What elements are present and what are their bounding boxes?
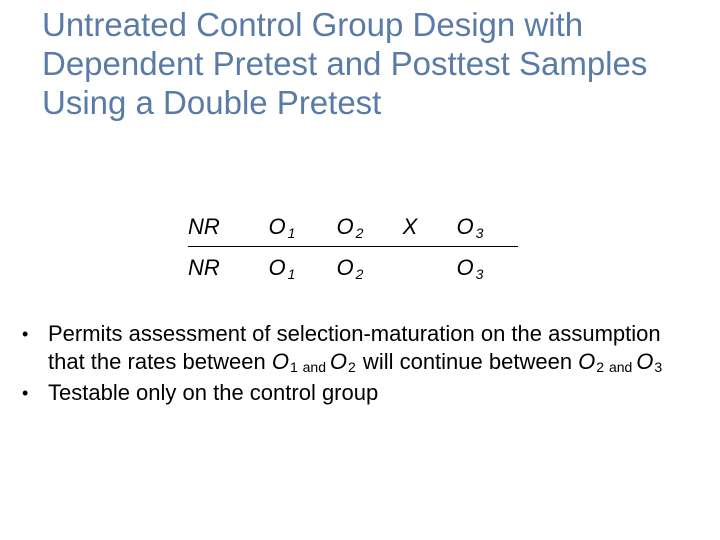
slide: Untreated Control Group Design with Depe… bbox=[0, 0, 720, 540]
obs-base: O bbox=[269, 255, 286, 280]
obs-subscript: 2 bbox=[356, 266, 364, 282]
table-row: NR O1 O2 X O3 bbox=[188, 214, 518, 240]
bullet-list: • Permits assessment of selection-matura… bbox=[22, 320, 698, 411]
text-run: and bbox=[299, 359, 330, 375]
separator-rule bbox=[188, 246, 518, 247]
obs-subscript: 2 bbox=[596, 359, 604, 375]
obs-subscript: 1 bbox=[288, 266, 296, 282]
list-item: • Testable only on the control group bbox=[22, 379, 698, 407]
obs-base: O bbox=[337, 255, 354, 280]
obs-subscript: 2 bbox=[348, 359, 356, 375]
obs-base: O bbox=[330, 349, 347, 374]
group-label: NR bbox=[188, 255, 248, 281]
bullet-text: Testable only on the control group bbox=[48, 379, 698, 407]
obs-base: O bbox=[636, 349, 653, 374]
obs-subscript: 3 bbox=[654, 359, 662, 375]
bullet-text: Permits assessment of selection-maturati… bbox=[48, 320, 698, 375]
observation-cell: O1 bbox=[248, 214, 316, 240]
obs-subscript: 1 bbox=[288, 225, 296, 241]
obs-subscript: 3 bbox=[476, 266, 484, 282]
observation-cell: O1 bbox=[248, 255, 316, 281]
observation-cell: O3 bbox=[436, 214, 504, 240]
table-row: NR O1 O2 O3 bbox=[188, 255, 518, 281]
text-run: and bbox=[605, 359, 636, 375]
observation-cell: O3 bbox=[436, 255, 504, 281]
bullet-dot-icon: • bbox=[22, 320, 48, 375]
text-run: will continue between bbox=[357, 349, 578, 374]
obs-base: O bbox=[269, 214, 286, 239]
bullet-dot-icon: • bbox=[22, 379, 48, 407]
list-item: • Permits assessment of selection-matura… bbox=[22, 320, 698, 375]
obs-base: O bbox=[457, 255, 474, 280]
obs-base: O bbox=[457, 214, 474, 239]
slide-title: Untreated Control Group Design with Depe… bbox=[42, 6, 682, 123]
design-notation-table: NR O1 O2 X O3 NR O1 O2 O3 bbox=[188, 214, 518, 281]
group-label: NR bbox=[188, 214, 248, 240]
obs-base: O bbox=[272, 349, 289, 374]
obs-base: O bbox=[337, 214, 354, 239]
obs-subscript: 3 bbox=[476, 225, 484, 241]
obs-base: O bbox=[578, 349, 595, 374]
obs-subscript: 1 bbox=[290, 359, 298, 375]
obs-subscript: 2 bbox=[356, 225, 364, 241]
observation-cell: O2 bbox=[316, 255, 384, 281]
treatment-cell: X bbox=[384, 214, 436, 240]
observation-cell: O2 bbox=[316, 214, 384, 240]
